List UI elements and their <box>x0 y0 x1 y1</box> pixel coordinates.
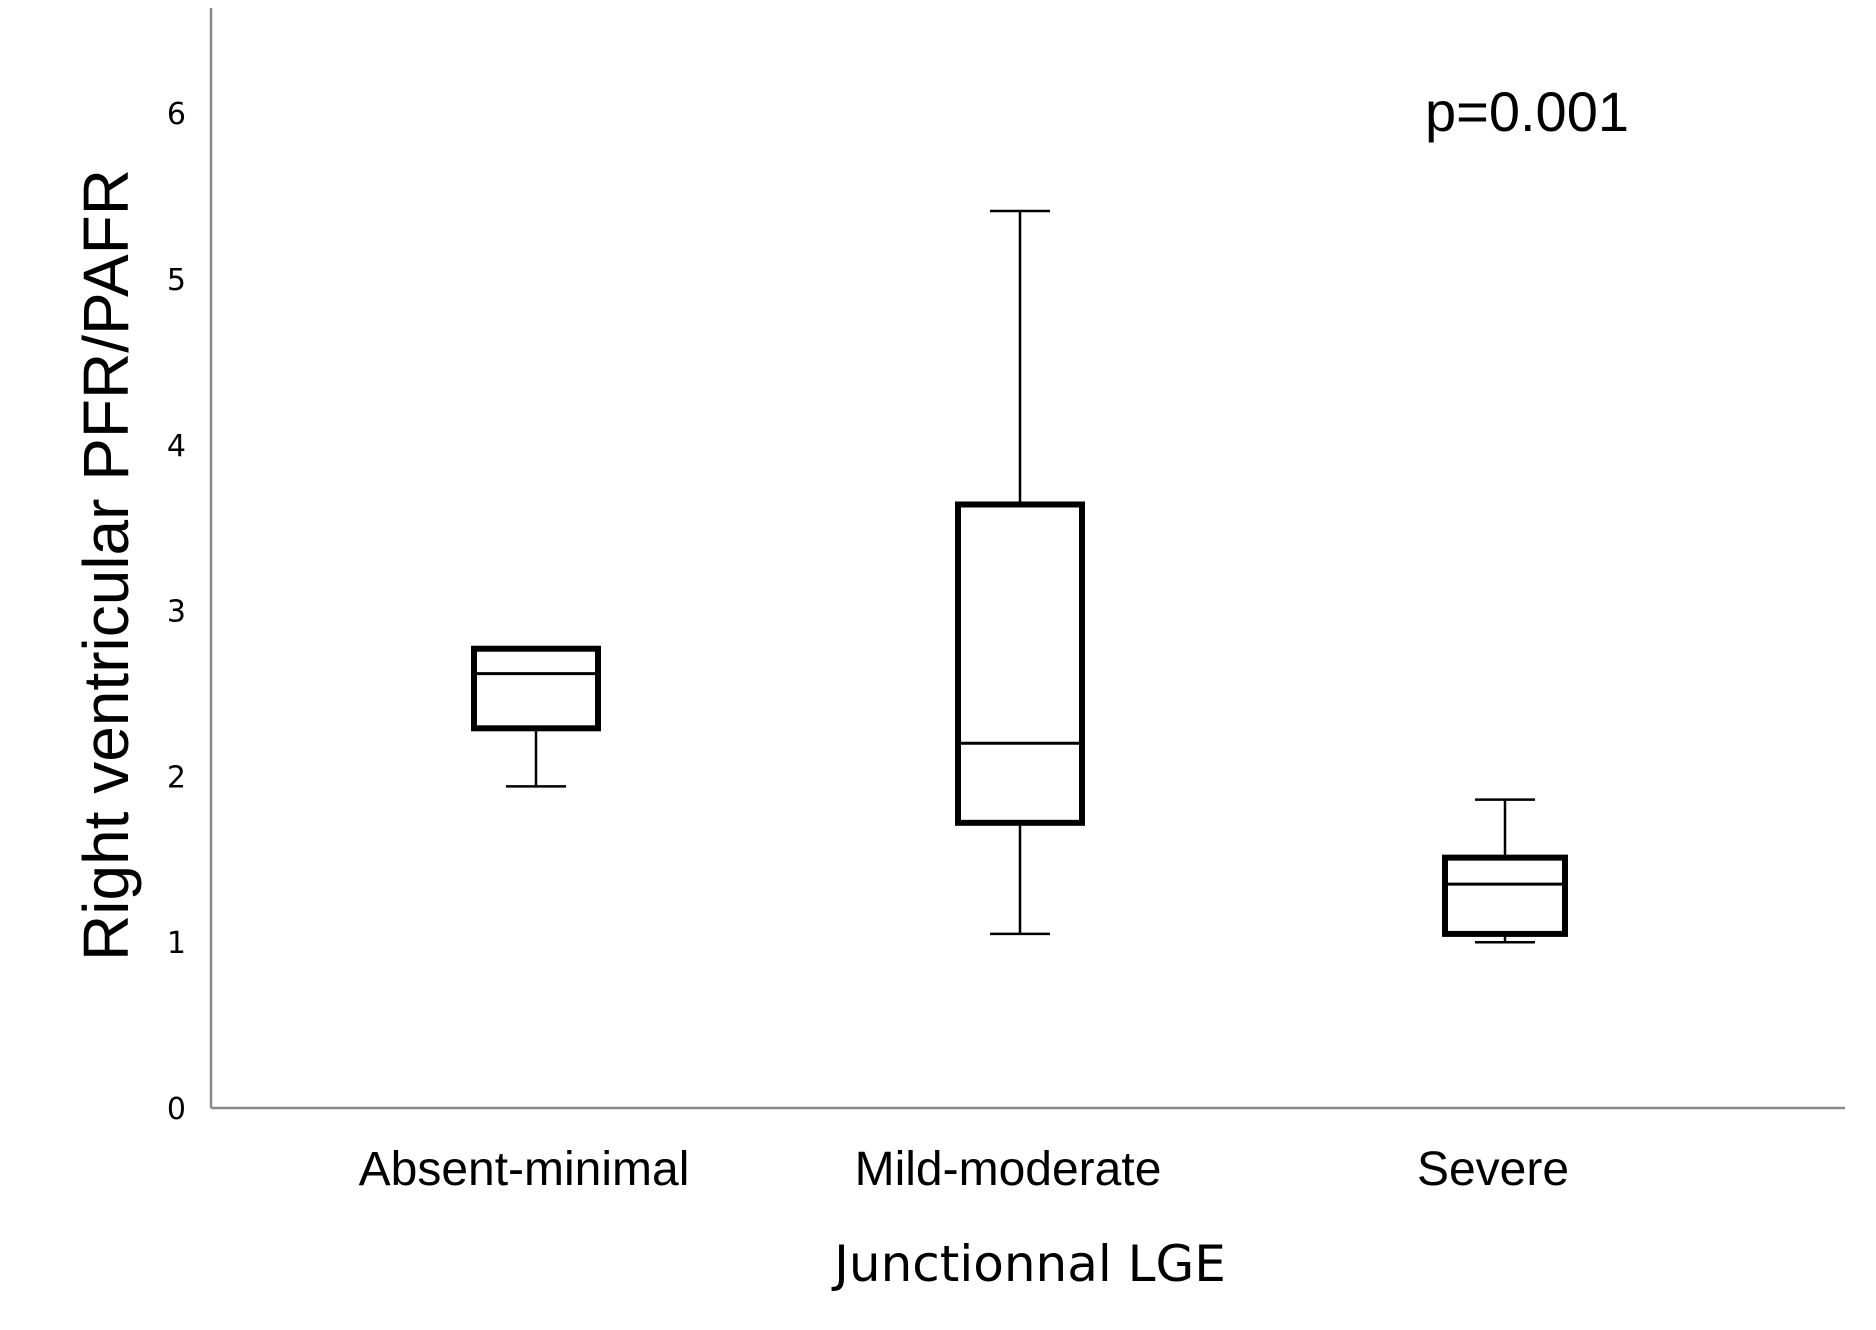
x-category-label: Severe <box>1417 1143 1569 1196</box>
y-tick-labels: 0 1 2 3 4 5 6 <box>167 97 186 1127</box>
x-category-label: Mild-moderate <box>855 1143 1162 1196</box>
y-tick-label: 3 <box>167 595 186 630</box>
y-tick-label: 4 <box>167 429 186 464</box>
y-tick-label: 2 <box>167 760 186 795</box>
iqr-box <box>1442 854 1568 937</box>
box-2 <box>955 209 1085 936</box>
x-category-label: Absent-minimal <box>359 1143 690 1196</box>
y-tick-label: 0 <box>167 1092 186 1127</box>
y-axis-title: Right ventricular PFR/PAFR <box>70 169 142 961</box>
p-value-annotation: p=0.001 <box>1425 80 1629 143</box>
iqr-box <box>471 645 601 732</box>
y-tick-label: 1 <box>167 926 186 961</box>
box-plot-series <box>471 209 1568 944</box>
box-3 <box>1442 798 1568 944</box>
iqr-box <box>955 501 1085 826</box>
y-tick-label: 6 <box>167 97 186 132</box>
x-axis-title: Junctionnal LGE <box>831 1235 1226 1293</box>
box-1 <box>471 645 601 788</box>
y-tick-label: 5 <box>167 263 186 298</box>
x-category-labels: Absent-minimal Mild-moderate Severe <box>359 1143 1569 1196</box>
